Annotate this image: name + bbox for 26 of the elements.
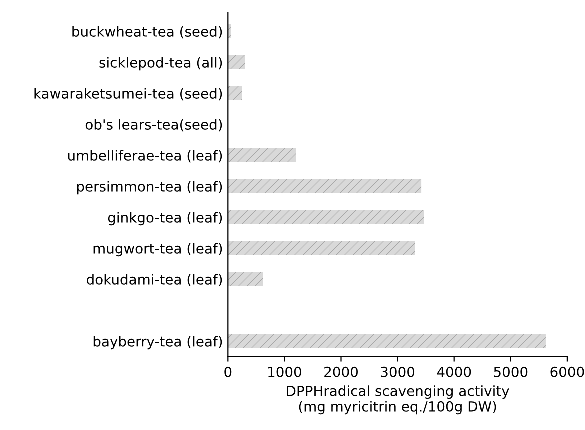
x-tick-label: 4000 bbox=[437, 366, 472, 378]
x-tick-label: 1000 bbox=[268, 366, 302, 378]
y-tick-label: umbelliferae-tea (leaf) bbox=[68, 150, 222, 163]
x-tick-label: 6000 bbox=[550, 366, 584, 378]
y-tick-label: buckwheat-tea (seed) bbox=[72, 26, 222, 39]
bar bbox=[228, 334, 546, 348]
bar bbox=[228, 148, 296, 162]
x-tick-label: 3000 bbox=[381, 366, 415, 378]
y-tick-label: sicklepod-tea (all) bbox=[100, 57, 222, 71]
y-tick-label: ginkgo-tea (leaf) bbox=[108, 212, 222, 226]
x-tick-label: 0 bbox=[224, 366, 232, 378]
bar bbox=[228, 179, 422, 194]
bar bbox=[228, 56, 246, 70]
y-tick-label: mugwort-tea (leaf) bbox=[94, 243, 222, 257]
bar bbox=[228, 86, 242, 100]
y-tick-label: kawaraketsumei-tea (seed) bbox=[34, 88, 222, 101]
bar bbox=[228, 210, 424, 224]
y-tick-label: dokudami-tea (leaf) bbox=[87, 274, 222, 287]
x-tick-label: 2000 bbox=[324, 366, 358, 378]
bar bbox=[228, 272, 264, 286]
y-tick-label: ob's lears-tea(seed) bbox=[86, 119, 222, 132]
y-tick-label: bayberry-tea (leaf) bbox=[94, 336, 222, 350]
y-tick-label: persimmon-tea (leaf) bbox=[77, 181, 222, 195]
x-axis-title: DPPHradical scavenging activity (mg myricitrin eq./100g DW) bbox=[287, 386, 510, 415]
x-tick-label: 5000 bbox=[494, 366, 528, 378]
bar bbox=[228, 241, 416, 256]
